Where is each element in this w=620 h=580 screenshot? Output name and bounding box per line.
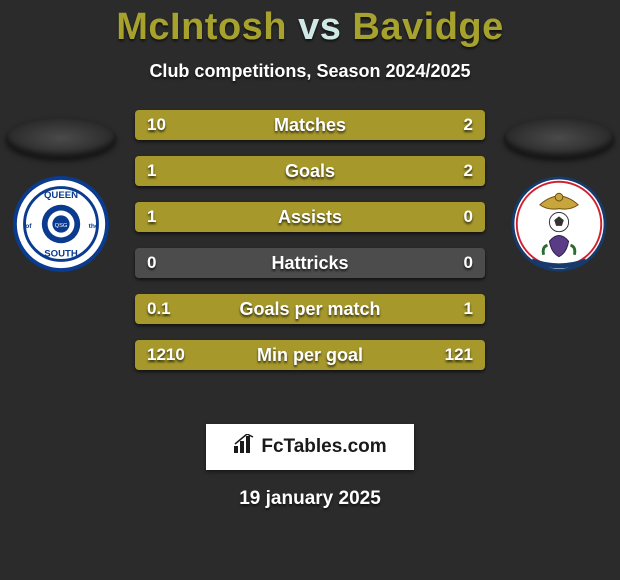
player1-club-badge: QUEEN SOUTH of the QSG xyxy=(13,176,109,272)
branding-text: FcTables.com xyxy=(261,436,386,458)
right-side xyxy=(504,118,614,272)
stat-bar-bg xyxy=(135,248,485,278)
player1-name: McIntosh xyxy=(116,6,287,48)
comparison-title: McIntosh vs Bavidge xyxy=(0,0,620,49)
stat-row: 0.11Goals per match xyxy=(135,294,485,324)
stat-fill-left xyxy=(135,294,167,324)
stat-row: 102Matches xyxy=(135,110,485,140)
subtitle: Club competitions, Season 2024/2025 xyxy=(0,61,620,82)
vs-text: vs xyxy=(298,6,341,48)
left-side: QUEEN SOUTH of the QSG xyxy=(6,118,116,272)
branding-logo-icon xyxy=(233,434,255,460)
branding-badge: FcTables.com xyxy=(206,424,414,470)
stat-fill-left xyxy=(135,156,251,186)
player2-avatar-placeholder xyxy=(504,118,614,158)
stat-row: 1210121Min per goal xyxy=(135,340,485,370)
svg-text:SOUTH: SOUTH xyxy=(44,249,78,260)
comparison-body: QUEEN SOUTH of the QSG xyxy=(0,110,620,410)
stat-fill-left xyxy=(135,110,426,140)
stat-fill-right xyxy=(426,110,486,140)
player2-club-badge xyxy=(511,176,607,272)
snapshot-date: 19 january 2025 xyxy=(0,488,620,510)
stat-fill-right xyxy=(251,156,486,186)
svg-text:of: of xyxy=(25,223,32,230)
stat-row: 12Goals xyxy=(135,156,485,186)
svg-text:the: the xyxy=(89,223,99,230)
stat-fill-right xyxy=(167,294,486,324)
svg-text:QSG: QSG xyxy=(55,223,68,229)
stat-row: 00Hattricks xyxy=(135,248,485,278)
stat-fill-left xyxy=(135,202,485,232)
stat-row: 10Assists xyxy=(135,202,485,232)
stat-fill-left xyxy=(135,340,485,370)
player1-avatar-placeholder xyxy=(6,118,116,158)
stat-rows: 102Matches 12Goals 10Assists 00Hattricks 0.1… xyxy=(135,110,485,370)
player2-name: Bavidge xyxy=(352,6,503,48)
svg-text:QUEEN: QUEEN xyxy=(44,190,78,201)
